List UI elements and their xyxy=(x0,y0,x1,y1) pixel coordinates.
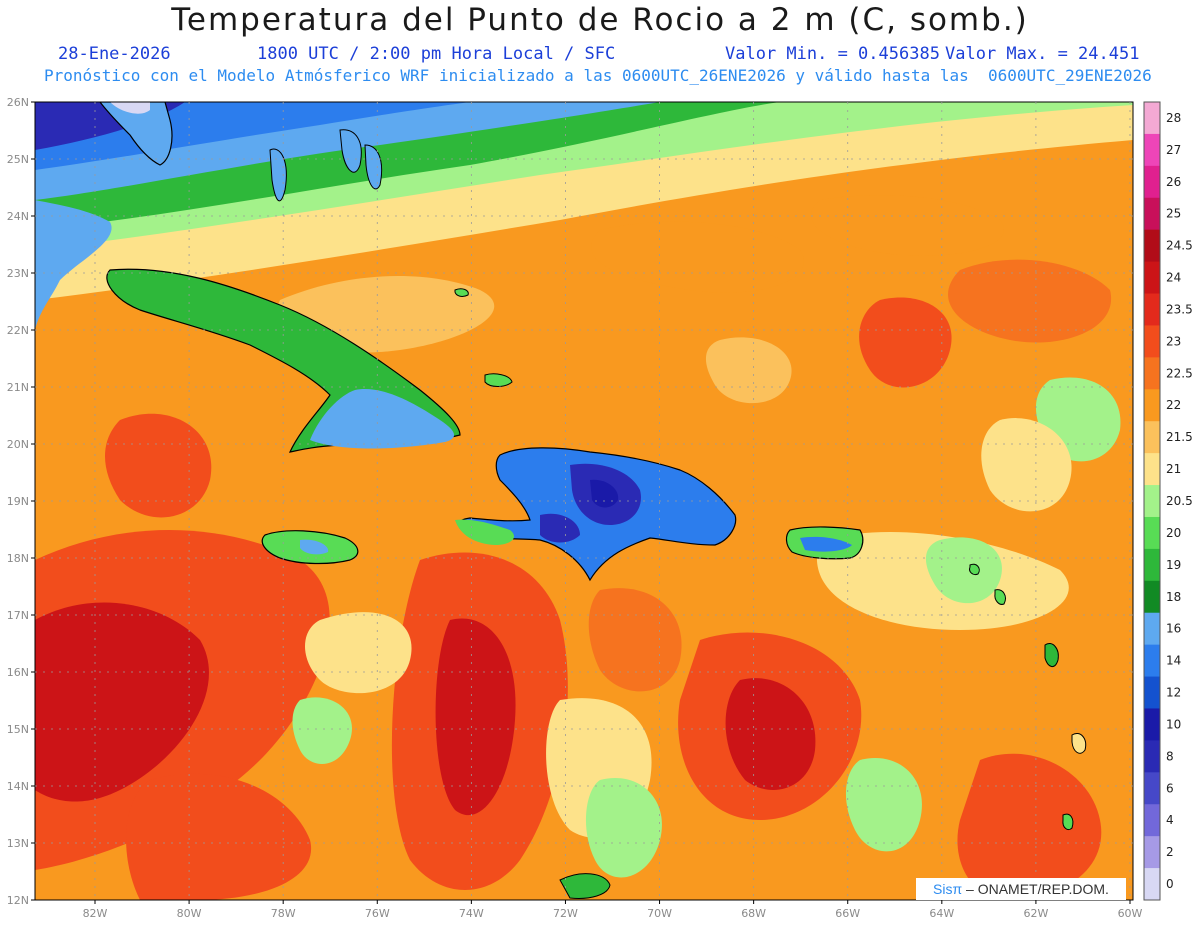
colorbar-label: 12 xyxy=(1166,686,1181,700)
colorbar-swatch xyxy=(1144,485,1160,518)
colorbar-label: 27 xyxy=(1166,143,1181,157)
colorbar-label: 0 xyxy=(1166,877,1174,891)
lon-label: 60W xyxy=(1118,907,1143,920)
colorbar-label: 16 xyxy=(1166,622,1181,636)
map-title: Temperatura del Punto de Rocio a 2 m (C,… xyxy=(171,2,1029,38)
lat-label: 21N xyxy=(7,381,29,394)
colorbar-label: 21.5 xyxy=(1166,430,1193,444)
colorbar-swatch xyxy=(1144,612,1160,646)
colorbar-swatch xyxy=(1144,548,1160,582)
colorbar-swatch xyxy=(1144,836,1160,869)
colorbar-swatch xyxy=(1144,325,1160,358)
colorbar-label: 14 xyxy=(1166,654,1181,668)
colorbar-swatch xyxy=(1144,133,1160,167)
colorbar-label: 26 xyxy=(1166,175,1181,189)
credit-box: Sisπ – ONAMET/REP.DOM. xyxy=(916,878,1126,900)
colorbar-label: 25 xyxy=(1166,207,1181,221)
colorbar-swatch xyxy=(1144,740,1160,773)
colorbar-swatch xyxy=(1144,772,1160,805)
lon-label: 68W xyxy=(741,907,766,920)
lat-label: 13N xyxy=(7,837,29,850)
sispi-logo: Sisπ xyxy=(933,881,963,897)
lon-label: 72W xyxy=(553,907,578,920)
colorbar-label: 21 xyxy=(1166,462,1181,476)
colorbar-label: 24 xyxy=(1166,271,1181,285)
colorbar-swatch xyxy=(1144,676,1160,709)
colorbar-label: 4 xyxy=(1166,813,1174,827)
colorbar-swatch xyxy=(1144,197,1160,231)
lon-label: 70W xyxy=(647,907,672,920)
colorbar-label: 19 xyxy=(1166,558,1181,572)
lat-label: 14N xyxy=(7,780,29,793)
colorbar-label: 10 xyxy=(1166,717,1181,731)
colorbar-label: 6 xyxy=(1166,781,1174,795)
lon-label: 76W xyxy=(365,907,390,920)
colorbar-label: 2 xyxy=(1166,845,1174,859)
colorbar-swatch xyxy=(1144,421,1160,454)
colorbar-swatch xyxy=(1144,580,1160,614)
lat-label: 24N xyxy=(7,210,29,223)
colorbar-label: 22 xyxy=(1166,398,1181,412)
colorbar-swatch xyxy=(1144,229,1160,263)
lon-label: 80W xyxy=(177,907,202,920)
lon-label: 66W xyxy=(835,907,860,920)
colorbar-swatch xyxy=(1144,868,1160,901)
colorbar-label: 23 xyxy=(1166,334,1181,348)
min-value: Valor Min. = 0.456385 xyxy=(725,44,940,64)
colorbar-label: 20.5 xyxy=(1166,494,1193,508)
max-value: Valor Max. = 24.451 xyxy=(945,44,1140,64)
lon-label: 82W xyxy=(83,907,108,920)
lon-label: 74W xyxy=(459,907,484,920)
colorbar-swatch xyxy=(1144,293,1160,326)
colorbar-label: 28 xyxy=(1166,111,1181,125)
colorbar-swatch xyxy=(1144,357,1160,390)
lat-label: 15N xyxy=(7,723,29,736)
colorbar-swatch xyxy=(1144,102,1160,135)
colorbar-swatch xyxy=(1144,165,1160,199)
colorbar-label: 18 xyxy=(1166,590,1181,604)
colorbar-label: 24.5 xyxy=(1166,239,1193,253)
dewpoint-field xyxy=(35,102,1133,900)
lat-label: 12N xyxy=(7,894,29,907)
colorbar-swatch xyxy=(1144,708,1160,741)
latitude-axis: 26N 25N 24N 23N 22N 21N 20N 19N 18N 17N 16N 15N 14N 1… xyxy=(7,96,35,907)
colorbar-label: 23.5 xyxy=(1166,302,1193,316)
lat-label: 23N xyxy=(7,267,29,280)
colorbar-swatch xyxy=(1144,389,1160,422)
colorbar-swatch xyxy=(1144,644,1160,678)
colorbar-swatch xyxy=(1144,453,1160,486)
lon-label: 62W xyxy=(1023,907,1048,920)
colorbar-swatch xyxy=(1144,516,1160,550)
lon-label: 64W xyxy=(929,907,954,920)
colorbar: 2827262524.52423.52322.52221.52120.52019… xyxy=(1143,101,1193,901)
model-subtitle: Pronóstico con el Modelo Atmósferico WRF… xyxy=(44,66,1152,85)
credit-org: – ONAMET/REP.DOM. xyxy=(966,881,1109,897)
lat-label: 17N xyxy=(7,609,29,622)
longitude-axis: 82W 80W 78W 76W 74W 72W 70W 68W 66W 64W 62W 60W xyxy=(83,900,1143,920)
lat-label: 18N xyxy=(7,552,29,565)
lat-label: 19N xyxy=(7,495,29,508)
lat-label: 22N xyxy=(7,324,29,337)
lat-label: 16N xyxy=(7,666,29,679)
lat-lon-grid xyxy=(35,102,1133,900)
forecast-date: 28-Ene-2026 xyxy=(58,44,171,64)
colorbar-swatch xyxy=(1144,804,1160,837)
colorbar-swatch xyxy=(1144,261,1160,295)
lat-label: 26N xyxy=(7,96,29,109)
lat-label: 20N xyxy=(7,438,29,451)
lat-label: 25N xyxy=(7,153,29,166)
colorbar-label: 22.5 xyxy=(1166,366,1193,380)
colorbar-label: 8 xyxy=(1166,749,1174,763)
forecast-time: 1800 UTC / 2:00 pm Hora Local / SFC xyxy=(257,44,616,64)
colorbar-label: 20 xyxy=(1166,526,1181,540)
lon-label: 78W xyxy=(271,907,296,920)
